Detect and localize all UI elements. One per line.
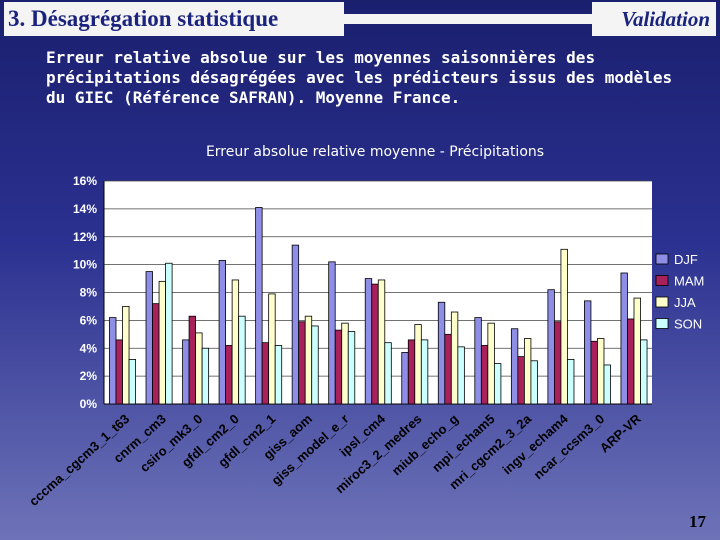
legend-label: JJA <box>674 295 696 310</box>
bar-MAM <box>371 283 379 405</box>
bar-SON <box>165 262 173 405</box>
bar-SON <box>311 325 319 405</box>
bar-DJF <box>620 272 628 405</box>
bar-JJA <box>268 293 276 405</box>
bar-DJF <box>109 317 117 405</box>
bar-MAM <box>444 333 452 405</box>
bar-MAM <box>298 321 306 405</box>
bar-SON <box>201 347 210 405</box>
legend-swatch-MAM <box>655 275 669 286</box>
intro-text: Erreur relative absolue sur les moyennes… <box>46 48 673 107</box>
bar-JJA <box>377 279 386 405</box>
bar-MAM <box>334 329 343 405</box>
bar-SON <box>420 339 429 405</box>
bar-SON <box>567 358 575 405</box>
bar-DJF <box>291 244 300 405</box>
bar-MAM <box>188 315 196 405</box>
x-tick-label: ARP-VR <box>597 411 645 456</box>
bar-SON <box>457 346 465 405</box>
bar-MAM <box>480 345 489 405</box>
bar-SON <box>640 339 648 405</box>
slide-title: 3. Désagrégation statistique <box>4 2 344 36</box>
bar-MAM <box>115 339 123 405</box>
bar-JJA <box>304 315 313 405</box>
section-tag: Validation <box>592 2 716 36</box>
y-tick-label: 2% <box>80 369 98 383</box>
y-tick-label: 10% <box>73 258 97 272</box>
y-tick-label: 0% <box>80 397 98 411</box>
bar-DJF <box>255 207 263 405</box>
y-tick-label: 12% <box>73 230 97 244</box>
bar-SON <box>603 364 611 405</box>
bar-DJF <box>328 261 336 405</box>
chart-title: Erreur absolue relative moyenne - Précip… <box>205 144 545 160</box>
bar-JJA <box>195 332 203 405</box>
bar-JJA <box>523 338 532 405</box>
bar-JJA <box>450 311 459 405</box>
bar-SON <box>530 360 538 405</box>
legend-swatch-DJF <box>655 253 669 265</box>
y-tick-label: 14% <box>73 202 97 216</box>
bar-DJF <box>218 260 227 405</box>
bar-MAM <box>627 318 635 405</box>
bar-MAM <box>517 356 525 405</box>
bar-JJA <box>560 248 568 405</box>
bar-DJF <box>547 289 555 405</box>
bar-SON <box>238 315 246 405</box>
bar-MAM <box>225 345 233 405</box>
bar-MAM <box>554 321 562 405</box>
bar-DJF <box>437 301 446 405</box>
bar-DJF <box>145 271 153 405</box>
legend-label: DJF <box>674 252 698 267</box>
legend-swatch-SON <box>655 318 669 329</box>
bar-JJA <box>231 279 240 405</box>
bar-DJF <box>182 339 190 405</box>
bar-MAM <box>261 342 270 405</box>
bar-MAM <box>590 340 598 405</box>
bar-SON <box>274 345 283 405</box>
bar-JJA <box>414 324 422 405</box>
bar-JJA <box>158 280 166 405</box>
bar-DJF <box>401 352 409 405</box>
bar-JJA <box>341 322 349 405</box>
legend-swatch-JJA <box>655 296 669 308</box>
bar-SON <box>384 342 392 405</box>
bar-MAM <box>152 303 160 405</box>
bar-JJA <box>633 297 641 405</box>
bar-SON <box>493 363 502 405</box>
bar-MAM <box>407 339 416 405</box>
bar-DJF <box>510 328 519 405</box>
bar-DJF <box>474 317 482 405</box>
header-divider <box>344 14 594 24</box>
bar-DJF <box>364 278 373 405</box>
y-tick-label: 4% <box>80 341 98 355</box>
legend-label: MAM <box>674 274 704 289</box>
bar-SON <box>347 331 356 405</box>
legend-label: SON <box>674 317 702 332</box>
bar-JJA <box>122 306 130 405</box>
bar-JJA <box>487 322 495 405</box>
bar-JJA <box>597 338 605 405</box>
page-number: 17 <box>689 512 706 531</box>
y-tick-label: 16% <box>73 174 97 188</box>
bar-SON <box>128 358 136 405</box>
y-tick-label: 6% <box>80 313 98 327</box>
y-tick-label: 8% <box>80 286 98 300</box>
bar-DJF <box>584 300 592 405</box>
